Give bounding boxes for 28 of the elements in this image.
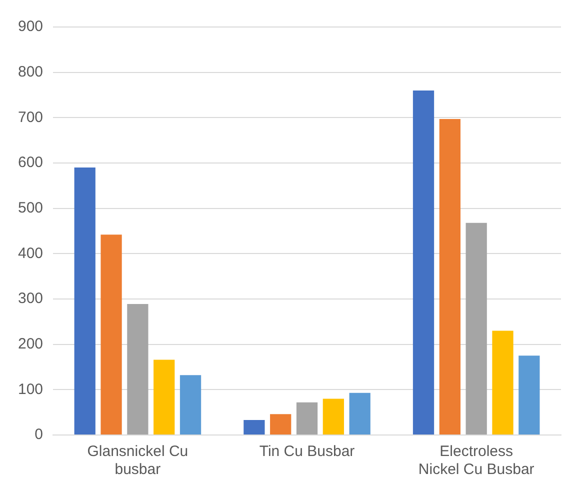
x-tick-label: Electroless Nickel Cu Busbar <box>418 443 534 478</box>
y-tick-label: 100 <box>18 380 44 398</box>
bar <box>412 90 434 434</box>
bar <box>322 398 344 434</box>
bar <box>100 234 122 434</box>
bar <box>74 168 96 434</box>
y-tick-label: 800 <box>18 63 44 80</box>
bar <box>180 375 202 434</box>
bar <box>154 360 175 434</box>
y-tick-label: 300 <box>18 290 44 308</box>
y-tick-label: 400 <box>18 244 44 262</box>
bar <box>349 392 370 434</box>
y-tick-label: 0 <box>34 426 44 444</box>
bar <box>466 222 487 434</box>
bar <box>127 304 148 434</box>
x-tick-label: Glansnickel Cu busbar <box>87 443 188 478</box>
bar <box>492 330 514 434</box>
y-tick-label: 900 <box>18 18 44 36</box>
bar <box>518 356 540 434</box>
bar <box>270 414 292 434</box>
y-tick-label: 500 <box>18 199 44 216</box>
y-tick-label: 200 <box>18 335 44 352</box>
x-tick-label: Tin Cu Busbar <box>259 443 355 460</box>
y-tick-label: 700 <box>18 108 44 126</box>
bar <box>244 420 265 434</box>
bar <box>296 402 318 434</box>
bar <box>439 119 460 434</box>
y-tick-label: 600 <box>18 154 44 172</box>
